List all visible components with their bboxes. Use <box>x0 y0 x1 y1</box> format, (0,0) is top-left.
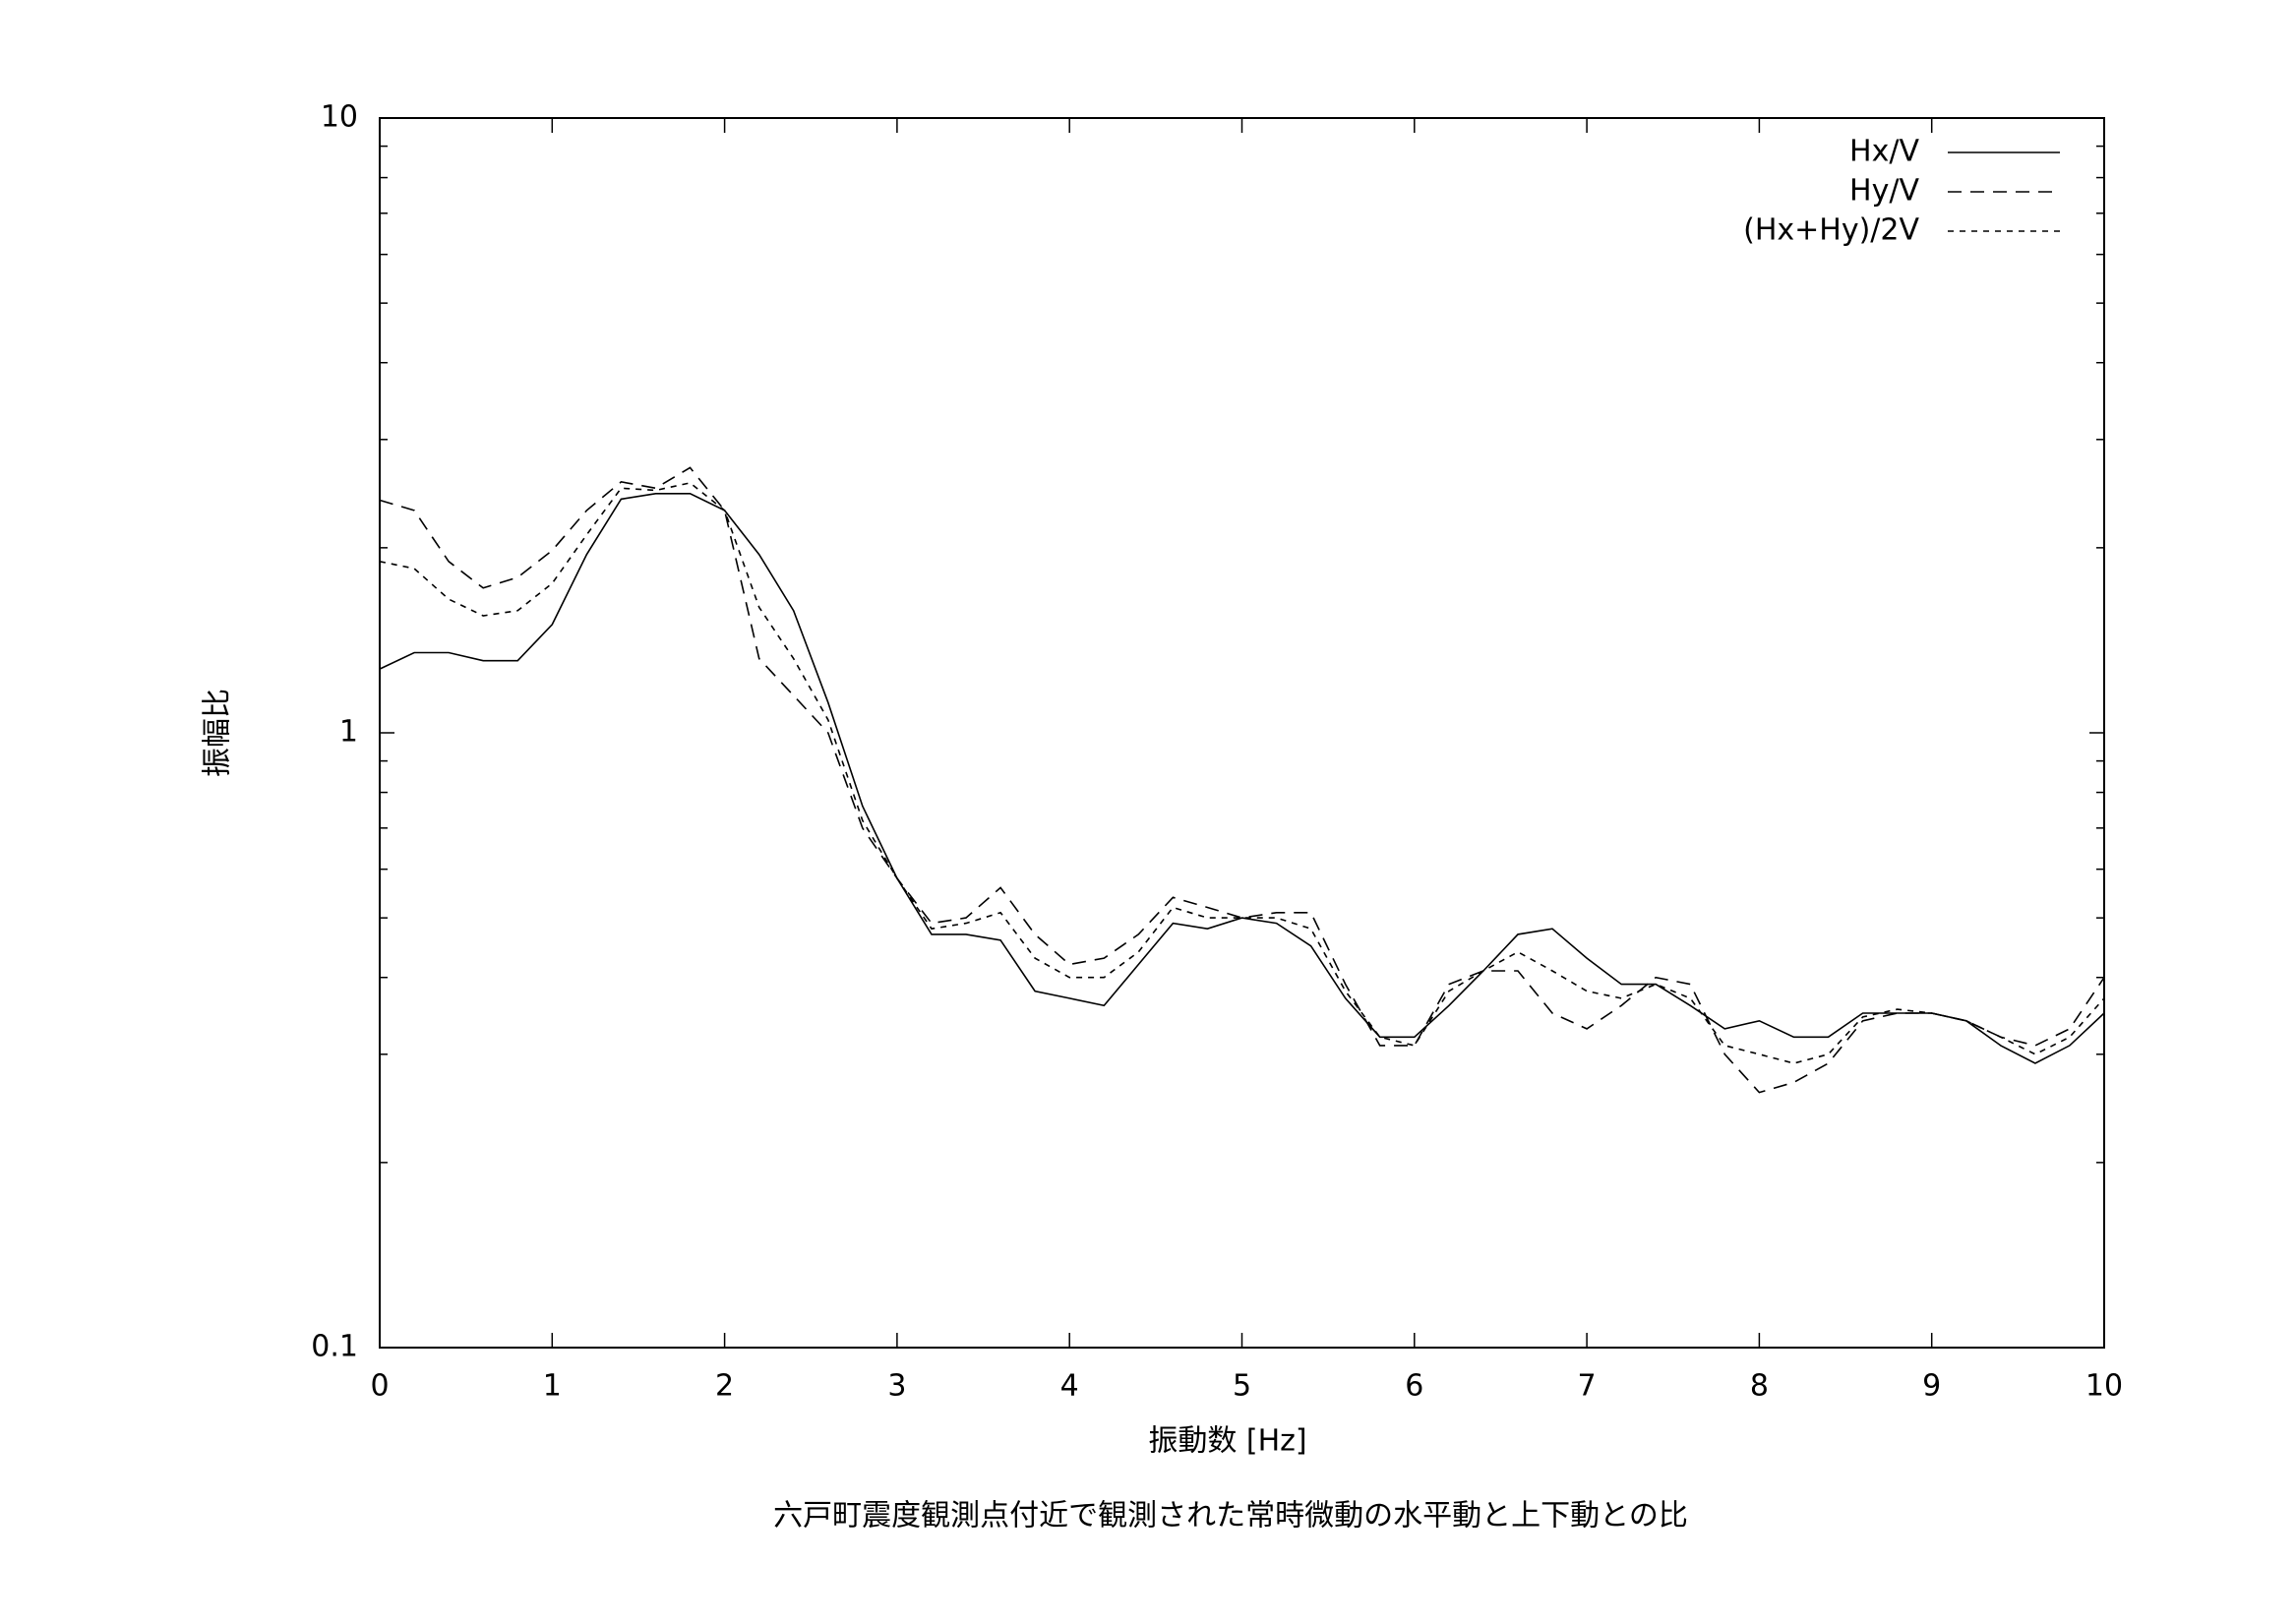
x-tick-label: 10 <box>2085 1369 2123 1404</box>
y-tick-label: 10 <box>321 100 358 135</box>
x-tick-label: 6 <box>1405 1369 1423 1404</box>
caption: 六戸町震度観測点付近で観測された常時微動の水平動と上下動との比 <box>773 1499 1688 1534</box>
x-tick-label: 8 <box>1750 1369 1769 1404</box>
x-tick-label: 7 <box>1578 1369 1597 1404</box>
x-tick-label: 1 <box>543 1369 562 1404</box>
legend-label: (Hx+Hy)/2V <box>1743 213 1919 248</box>
y-axis-label: 振幅比 <box>201 689 235 777</box>
x-axis-label: 振動数 [Hz] <box>1148 1424 1306 1459</box>
series-line <box>379 466 2105 1094</box>
x-tick-label: 0 <box>370 1369 389 1404</box>
y-tick-label: 0.1 <box>311 1330 358 1364</box>
series-line <box>379 492 2105 1064</box>
legend-label: Hx/V <box>1849 135 1919 169</box>
legend-label: Hy/V <box>1849 174 1919 209</box>
x-tick-label: 9 <box>1922 1369 1941 1404</box>
x-tick-label: 3 <box>887 1369 906 1404</box>
y-tick-label: 1 <box>339 715 358 750</box>
series-line <box>379 482 2105 1064</box>
x-tick-label: 2 <box>715 1369 734 1404</box>
x-tick-label: 4 <box>1060 1369 1079 1404</box>
x-tick-label: 5 <box>1233 1369 1251 1404</box>
plot-frame <box>379 117 2105 1349</box>
